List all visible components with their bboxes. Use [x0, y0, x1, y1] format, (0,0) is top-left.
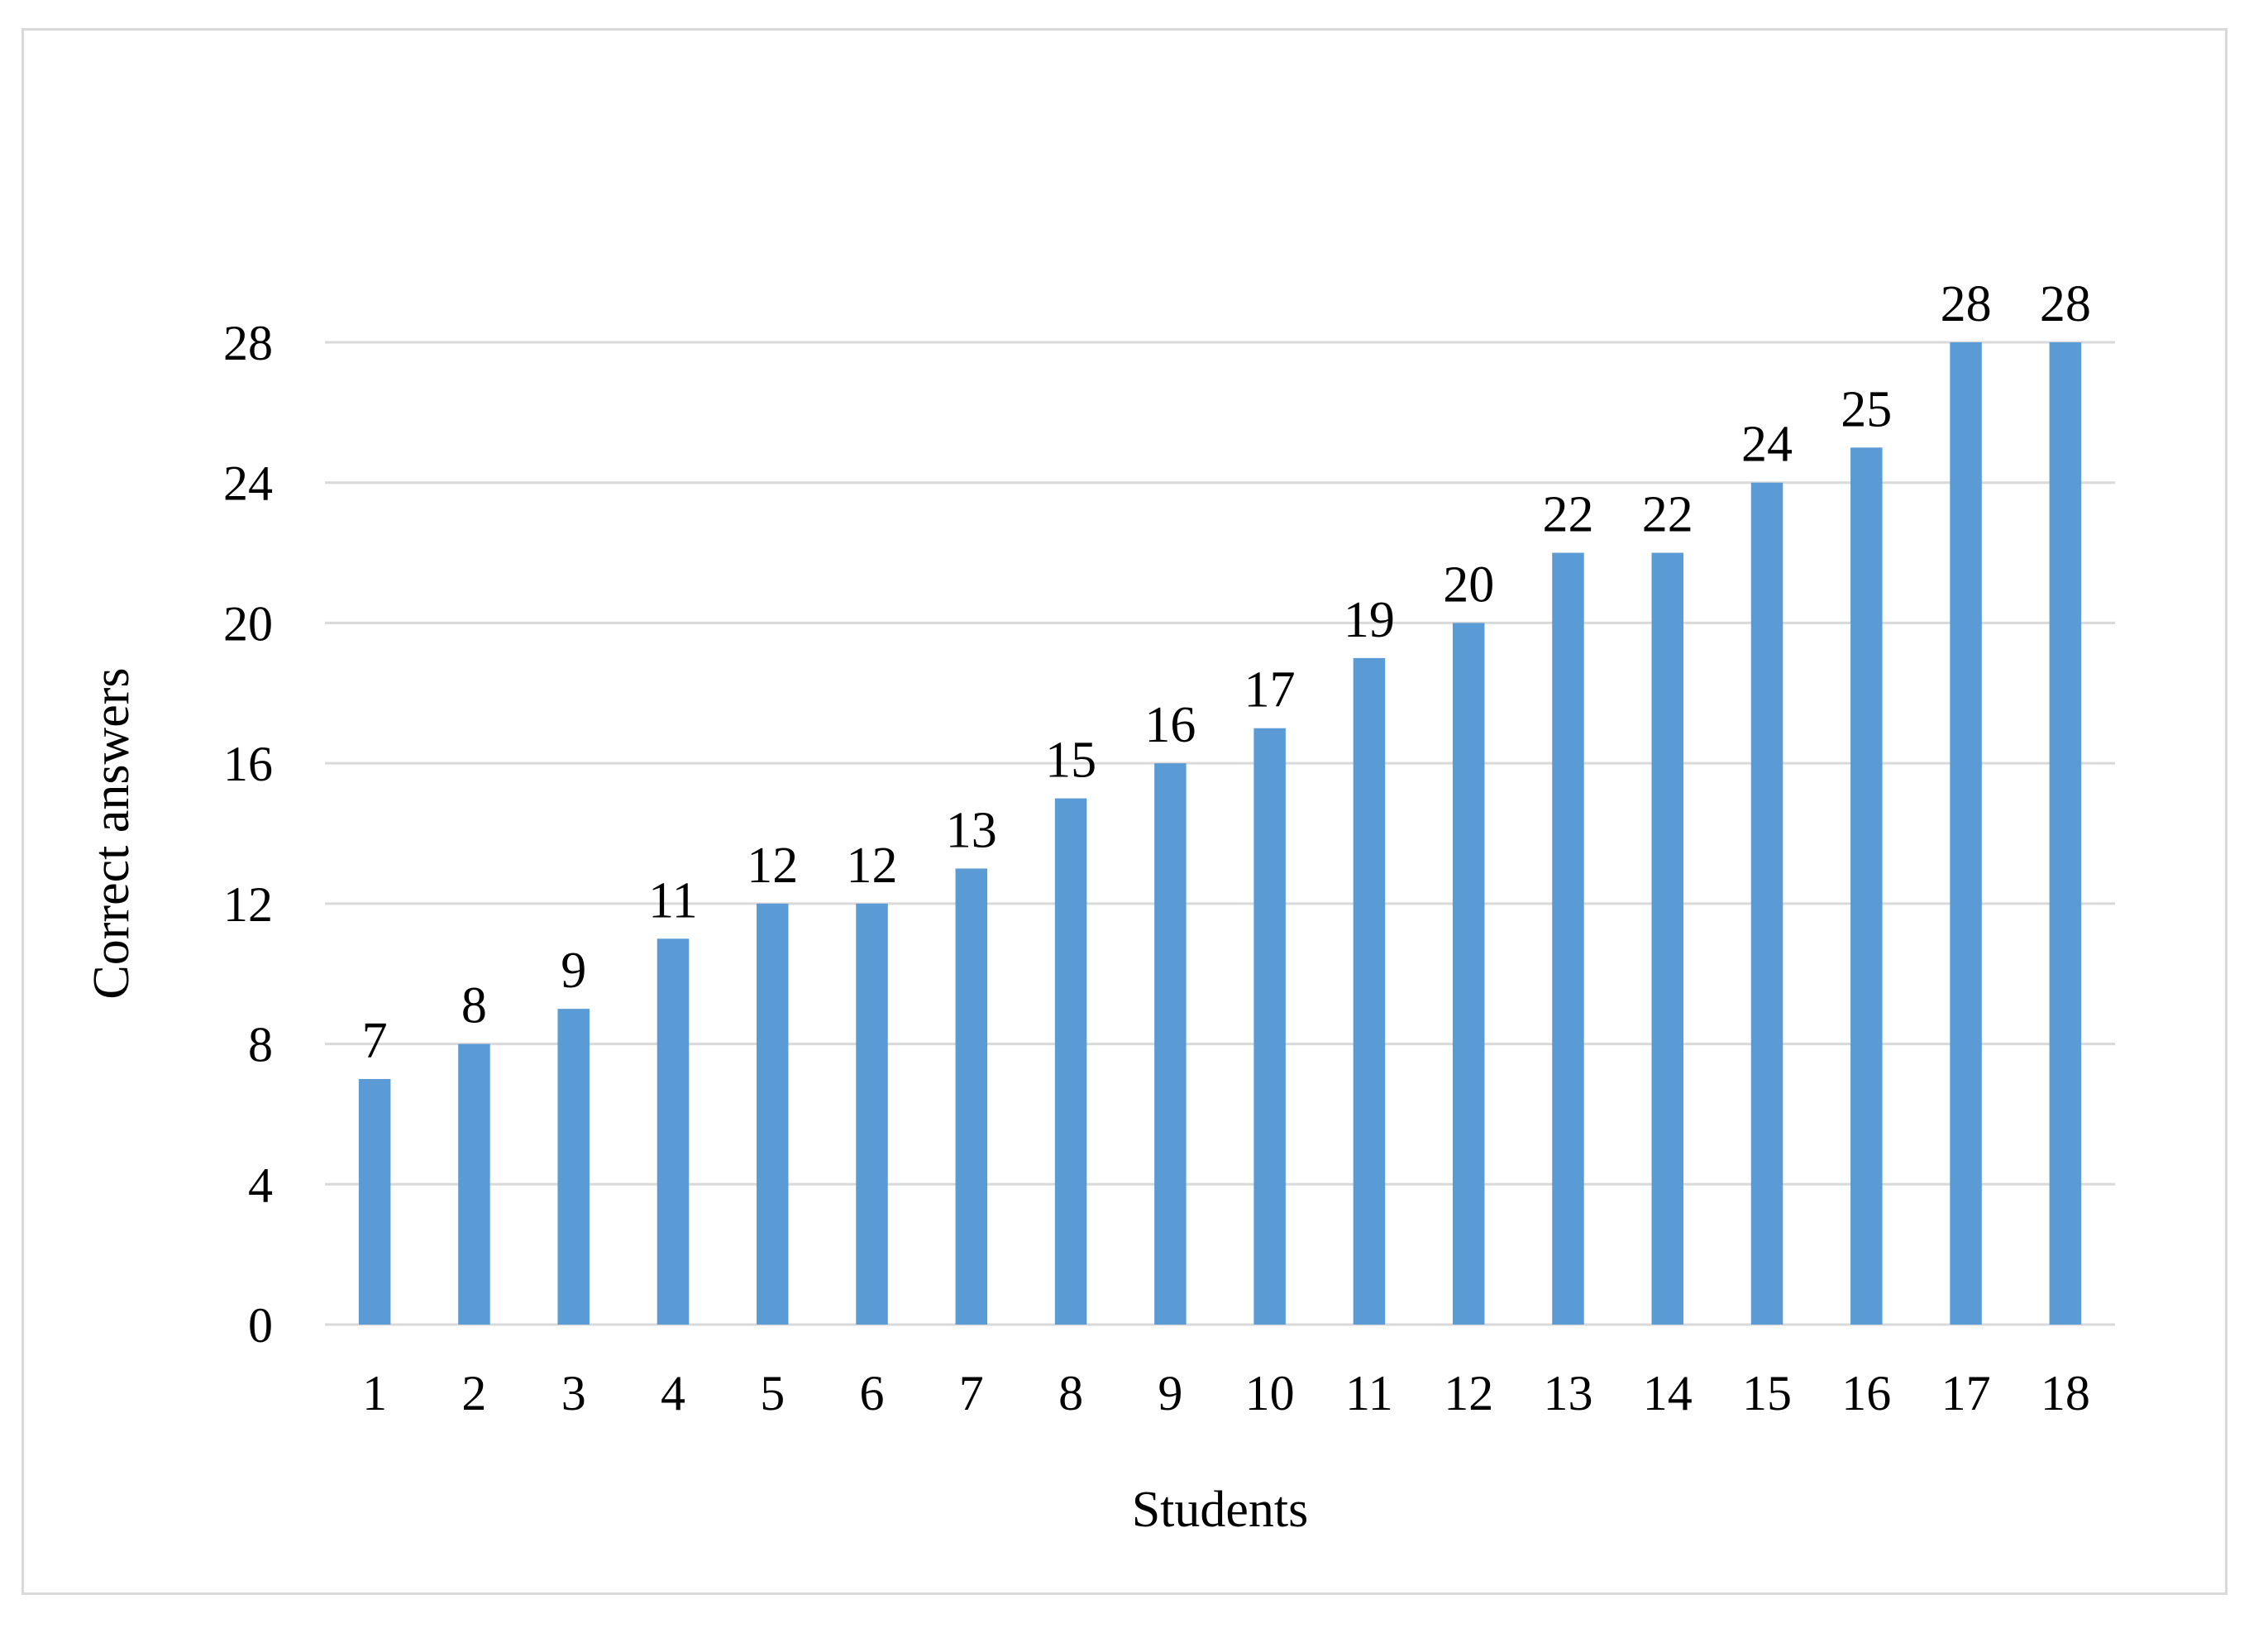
y-tick-label: 0 — [248, 1298, 273, 1353]
data-label: 28 — [2040, 276, 2091, 332]
data-label: 16 — [1144, 697, 1196, 753]
y-tick-label: 20 — [223, 596, 273, 651]
bar — [1850, 447, 1883, 1325]
x-axis-title: Students — [1132, 1482, 1309, 1538]
x-tick-label: 15 — [1742, 1366, 1792, 1420]
chart-frame: 7 8 9 11 12 12 13 15 16 17 19 20 22 22 24 25 28 28 0 4 8 12 1… — [21, 28, 2228, 1595]
bars — [358, 342, 2082, 1325]
data-label: 11 — [648, 872, 698, 929]
bar — [2049, 342, 2082, 1325]
x-tick-label: 1 — [362, 1366, 387, 1420]
data-label: 22 — [1642, 487, 1693, 543]
y-axis-title: Correct answers — [84, 667, 140, 999]
y-tick-label: 8 — [248, 1018, 273, 1072]
data-label: 7 — [362, 1013, 388, 1069]
data-label: 13 — [946, 802, 997, 858]
data-label: 20 — [1443, 556, 1494, 613]
y-tick-label: 4 — [248, 1158, 273, 1212]
x-tick-label: 10 — [1245, 1366, 1295, 1420]
bar — [657, 938, 690, 1325]
data-label: 12 — [747, 838, 798, 894]
x-axis-ticks: 1 2 3 4 5 6 7 8 9 10 11 12 13 14 15 16 17 18 — [362, 1366, 2090, 1420]
bar — [955, 868, 988, 1325]
x-tick-label: 8 — [1058, 1366, 1083, 1420]
bar — [557, 1009, 590, 1325]
y-tick-label: 28 — [223, 316, 273, 370]
x-tick-label: 18 — [2041, 1366, 2090, 1420]
bar — [358, 1079, 391, 1325]
data-label: 25 — [1841, 381, 1892, 437]
data-label: 15 — [1045, 733, 1096, 789]
bar — [1950, 342, 1982, 1325]
bar — [458, 1043, 490, 1325]
data-label: 9 — [561, 943, 586, 999]
data-label: 19 — [1344, 592, 1395, 648]
x-tick-label: 13 — [1543, 1366, 1592, 1420]
x-tick-label: 9 — [1158, 1366, 1182, 1420]
data-labels: 7 8 9 11 12 12 13 15 16 17 19 20 22 22 24 25 28 28 — [362, 276, 2091, 1069]
x-tick-label: 5 — [760, 1366, 785, 1420]
data-label: 28 — [1941, 276, 1992, 332]
x-tick-label: 16 — [1841, 1366, 1891, 1420]
bar — [856, 903, 888, 1325]
y-tick-label: 16 — [223, 737, 273, 791]
x-tick-label: 4 — [661, 1366, 685, 1420]
bar — [1353, 657, 1386, 1325]
bar — [1651, 552, 1683, 1325]
bar — [1452, 623, 1485, 1325]
y-tick-label: 24 — [223, 456, 273, 511]
y-axis-ticks: 0 4 8 12 16 20 24 28 — [223, 316, 273, 1353]
data-label: 17 — [1244, 662, 1296, 719]
data-label: 12 — [847, 838, 898, 894]
bar — [1750, 482, 1783, 1325]
bar — [1054, 798, 1087, 1325]
bar — [1154, 763, 1187, 1325]
x-tick-label: 11 — [1345, 1366, 1393, 1420]
bar — [1552, 552, 1584, 1325]
x-tick-label: 7 — [959, 1366, 984, 1420]
x-tick-label: 14 — [1643, 1366, 1693, 1420]
x-tick-label: 3 — [561, 1366, 586, 1420]
bar — [757, 903, 789, 1325]
data-label: 24 — [1741, 417, 1793, 473]
gridlines — [325, 341, 2115, 1326]
bar — [1253, 728, 1286, 1325]
data-label: 22 — [1542, 487, 1593, 543]
y-tick-label: 12 — [223, 877, 273, 932]
data-label: 8 — [461, 978, 487, 1034]
x-tick-label: 6 — [860, 1366, 885, 1420]
x-tick-label: 2 — [461, 1366, 486, 1420]
x-tick-label: 12 — [1444, 1366, 1493, 1420]
x-tick-label: 17 — [1941, 1366, 1991, 1420]
